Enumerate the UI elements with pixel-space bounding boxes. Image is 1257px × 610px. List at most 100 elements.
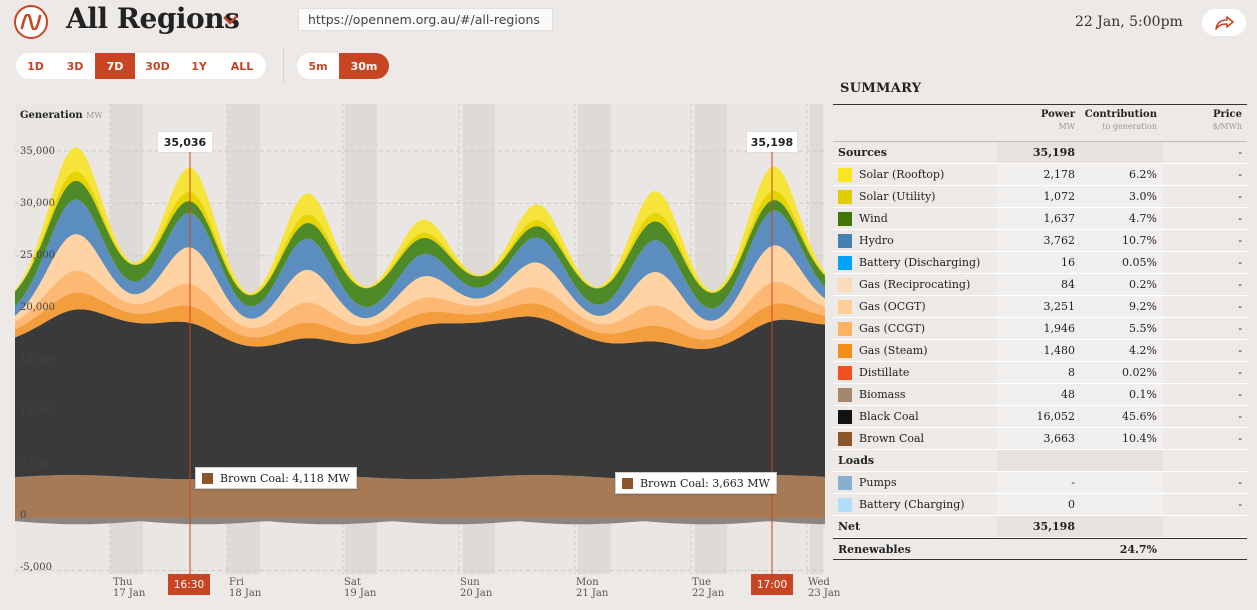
renewables-label: Renewables xyxy=(838,542,911,556)
fuel-price: - xyxy=(1238,300,1242,313)
fuel-row[interactable]: Biomass 48 0.1% - xyxy=(833,384,1247,406)
series-gas-ccgt xyxy=(15,270,825,340)
fuel-row[interactable]: Battery (Charging) 0 - xyxy=(833,494,1247,516)
fuel-name: Gas (Reciprocating) xyxy=(859,278,971,291)
x-day-label: Thu 17 Jan xyxy=(113,577,146,599)
fuel-row[interactable]: Battery (Discharging) 16 0.05% - xyxy=(833,252,1247,274)
price-header[interactable]: Price xyxy=(1212,109,1242,120)
brown-coal-tooltip: Brown Coal: 3,663 MW xyxy=(615,472,777,494)
range-1y-button[interactable]: 1Y xyxy=(191,59,207,73)
summary-heading: SUMMARY xyxy=(840,81,922,96)
range-all-button[interactable]: ALL xyxy=(230,59,254,73)
fuel-row[interactable]: Solar (Rooftop) 2,178 6.2% - xyxy=(833,164,1247,186)
y-tick-label: 20,000 xyxy=(20,302,55,313)
fuel-power: 3,762 xyxy=(997,230,1081,251)
current-datetime: 22 Jan, 5:00pm xyxy=(1075,14,1183,30)
fuel-row[interactable]: Hydro 3,762 10.7% - xyxy=(833,230,1247,252)
fuel-row[interactable]: Brown Coal 3,663 10.4% - xyxy=(833,428,1247,450)
power-header[interactable]: Power xyxy=(1040,109,1075,120)
url-field[interactable]: https://opennem.org.au/#/all-regions xyxy=(298,8,553,31)
series-wind xyxy=(15,180,825,309)
share-button[interactable] xyxy=(1202,9,1246,36)
fuel-price: - xyxy=(1238,388,1242,401)
fuel-swatch xyxy=(838,211,852,226)
fuel-swatch xyxy=(838,299,852,314)
fuel-power: 16 xyxy=(997,252,1081,273)
range-selector: 1D 3D 7D 30D 1Y ALL xyxy=(16,53,266,79)
fuel-contribution: 4.2% xyxy=(1081,340,1163,361)
summary-header-row: Power MW Contribution to generation Price $… xyxy=(833,105,1247,142)
fuel-name: Wind xyxy=(859,212,888,225)
fuel-name: Gas (CCGT) xyxy=(859,322,926,335)
x-day-label: Mon 21 Jan xyxy=(576,577,609,599)
fuel-row[interactable]: Black Coal 16,052 45.6% - xyxy=(833,406,1247,428)
fuel-swatch xyxy=(838,189,852,204)
fuel-swatch xyxy=(838,365,852,380)
fuel-price: - xyxy=(1238,432,1242,445)
fuel-power: 2,178 xyxy=(997,164,1081,185)
fuel-name: Black Coal xyxy=(859,410,919,423)
fuel-row[interactable]: Wind 1,637 4.7% - xyxy=(833,208,1247,230)
range-7d-button[interactable]: 7D xyxy=(95,53,135,79)
fuel-row[interactable]: Gas (Steam) 1,480 4.2% - xyxy=(833,340,1247,362)
y-tick-label: 5,000 xyxy=(20,458,49,469)
fuel-swatch xyxy=(838,475,852,490)
fuel-price: - xyxy=(1238,476,1242,489)
sources-row: Sources 35,198 - xyxy=(833,142,1247,164)
net-label: Net xyxy=(838,520,861,533)
fuel-name: Gas (OCGT) xyxy=(859,300,926,313)
y-tick-label: 10,000 xyxy=(20,406,55,417)
fuel-contribution: 9.2% xyxy=(1081,296,1163,317)
fuel-swatch xyxy=(838,387,852,402)
series-solar-utility xyxy=(15,171,825,296)
fuel-price: - xyxy=(1238,410,1242,423)
x-day-label: Tue 22 Jan xyxy=(692,577,725,599)
fuel-price: - xyxy=(1238,212,1242,225)
interval-30m-button[interactable]: 30m xyxy=(339,53,389,79)
series-solar-rooftop xyxy=(15,147,825,295)
range-1d-button[interactable]: 1D xyxy=(27,59,44,73)
fuel-price: - xyxy=(1238,256,1242,269)
fuel-name: Battery (Discharging) xyxy=(859,256,981,269)
y-tick-label: 15,000 xyxy=(20,354,55,365)
fuel-swatch xyxy=(838,497,852,512)
fuel-power: 48 xyxy=(997,384,1081,405)
fuel-contribution: 0.05% xyxy=(1081,252,1163,273)
fuel-row[interactable]: Gas (Reciprocating) 84 0.2% - xyxy=(833,274,1247,296)
fuel-power: 1,637 xyxy=(997,208,1081,229)
fuel-contribution xyxy=(1081,472,1163,493)
fuel-name: Solar (Rooftop) xyxy=(859,168,945,181)
sources-price: - xyxy=(1238,146,1242,159)
fuel-contribution: 10.4% xyxy=(1081,428,1163,449)
brown-coal-tooltip: Brown Coal: 4,118 MW xyxy=(195,467,357,489)
range-30d-button[interactable]: 30D xyxy=(145,59,170,73)
generation-chart[interactable] xyxy=(15,104,825,574)
loads-label: Loads xyxy=(838,454,875,467)
fuel-row[interactable]: Gas (CCGT) 1,946 5.5% - xyxy=(833,318,1247,340)
fuel-price: - xyxy=(1238,278,1242,291)
series-hydro xyxy=(15,199,825,321)
fuel-swatch xyxy=(838,255,852,270)
fuel-row[interactable]: Distillate 8 0.02% - xyxy=(833,362,1247,384)
fuel-row[interactable]: Gas (OCGT) 3,251 9.2% - xyxy=(833,296,1247,318)
region-title[interactable]: All Regions xyxy=(66,2,240,35)
fuel-contribution: 0.2% xyxy=(1081,274,1163,295)
fuel-contribution: 3.0% xyxy=(1081,186,1163,207)
chevron-down-icon[interactable] xyxy=(222,14,238,26)
net-row: Net 35,198 xyxy=(833,516,1247,538)
fuel-row[interactable]: Pumps - - xyxy=(833,472,1247,494)
fuel-row[interactable]: Solar (Utility) 1,072 3.0% - xyxy=(833,186,1247,208)
fuel-name: Distillate xyxy=(859,366,910,379)
series-gas-ocgt xyxy=(15,234,825,331)
fuel-name: Biomass xyxy=(859,388,906,401)
fuel-contribution: 4.7% xyxy=(1081,208,1163,229)
peak-value-label: 35,036 xyxy=(158,132,212,152)
fuel-price: - xyxy=(1238,322,1242,335)
fuel-price: - xyxy=(1238,344,1242,357)
opennem-logo[interactable] xyxy=(14,5,48,39)
interval-5m-button[interactable]: 5m xyxy=(308,59,328,73)
range-3d-button[interactable]: 3D xyxy=(66,59,84,73)
fuel-contribution xyxy=(1081,494,1163,515)
net-total: 35,198 xyxy=(997,516,1081,537)
contribution-header[interactable]: Contribution xyxy=(1084,109,1157,120)
